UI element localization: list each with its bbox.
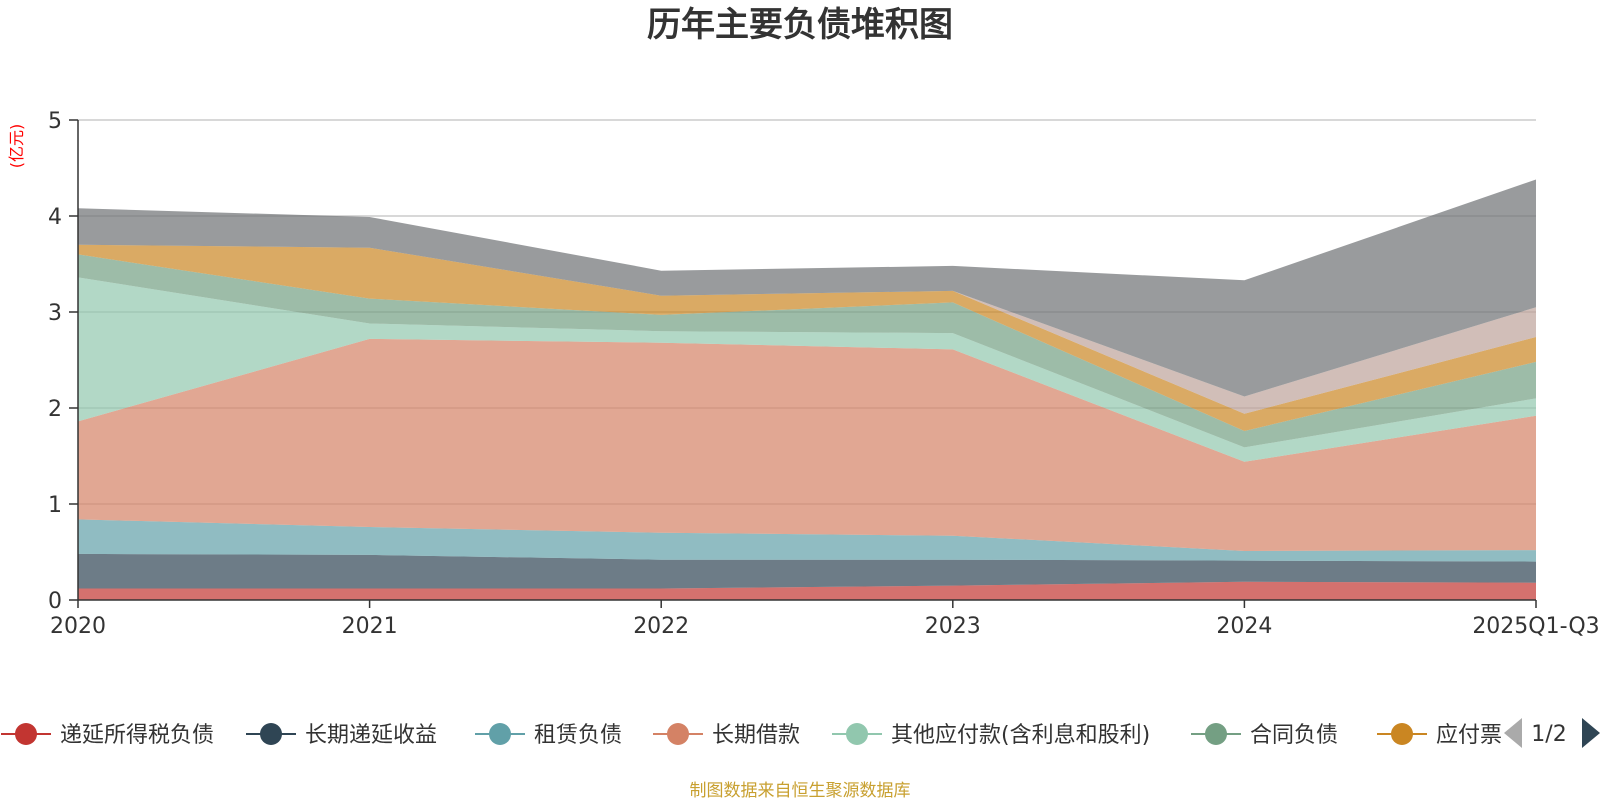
legend-marker-icon [489, 723, 511, 745]
legend-label: 其他应付款(含利息和股利) [891, 723, 1150, 748]
y-axis-unit-label: (亿元) [7, 124, 26, 169]
axes: 0 1 2 3 4 5 2020 2021 2022 2023 2024 2025Q1-Q3 [48, 109, 1600, 639]
legend-item[interactable]: 长期递延收益 [246, 723, 437, 748]
area-series[interactable] [78, 338, 1536, 551]
x-tick-label: 2022 [633, 614, 689, 639]
x-tick-label: 2020 [50, 614, 106, 639]
x-tick-label: 2024 [1216, 614, 1272, 639]
data-source-note: 制图数据来自恒生聚源数据库 [690, 781, 911, 800]
legend-item[interactable]: 应付票 [1377, 723, 1502, 748]
legend-prev-page-icon[interactable] [1504, 718, 1522, 748]
x-tick-label: 2021 [342, 614, 398, 639]
area-series[interactable] [78, 519, 1536, 562]
legend-item[interactable]: 其他应付款(含利息和股利) [832, 723, 1150, 748]
legend-pager[interactable]: 1/2 [1504, 718, 1600, 748]
legend-marker-icon [667, 723, 689, 745]
x-tick-label: 2023 [925, 614, 981, 639]
legend-item[interactable]: 递延所得税负债 [1, 723, 214, 748]
y-tick-label: 4 [48, 205, 62, 230]
y-tick-label: 0 [48, 589, 62, 614]
legend-label: 长期递延收益 [305, 723, 437, 748]
legend-label: 递延所得税负债 [60, 723, 214, 748]
area-series[interactable] [78, 244, 1536, 414]
legend-label: 长期借款 [712, 723, 800, 748]
legend-marker-icon [260, 723, 282, 745]
area-series-group [78, 179, 1536, 600]
y-tick-label: 1 [48, 493, 62, 518]
legend-marker-icon [1391, 723, 1413, 745]
legend-item[interactable]: 合同负债 [1191, 723, 1338, 748]
legend-page-indicator: 1/2 [1531, 722, 1566, 747]
legend-item[interactable]: 长期借款 [653, 723, 800, 748]
area-series[interactable] [78, 553, 1536, 589]
legend-marker-icon [15, 723, 37, 745]
y-tick-label: 5 [48, 109, 62, 134]
legend-next-page-icon[interactable] [1582, 718, 1600, 748]
area-series[interactable] [78, 244, 1536, 431]
legend-label: 租赁负债 [534, 723, 622, 748]
x-tick-label: 2025Q1-Q3 [1472, 614, 1599, 639]
legend[interactable]: 递延所得税负债 长期递延收益 租赁负债 长期借款 其他应付款(含利息和股利) 合同负债 应付… [1, 723, 1502, 748]
y-tick-label: 2 [48, 397, 62, 422]
legend-label: 应付票 [1436, 723, 1502, 748]
chart-title: 历年主要负债堆积图 [647, 5, 953, 45]
legend-marker-icon [1205, 723, 1227, 745]
area-series[interactable] [78, 179, 1536, 397]
legend-marker-icon [846, 723, 868, 745]
area-series[interactable] [78, 254, 1536, 448]
legend-item[interactable]: 租赁负债 [475, 723, 622, 748]
y-tick-label: 3 [48, 301, 62, 326]
area-series[interactable] [78, 581, 1536, 600]
legend-label: 合同负债 [1250, 723, 1338, 748]
